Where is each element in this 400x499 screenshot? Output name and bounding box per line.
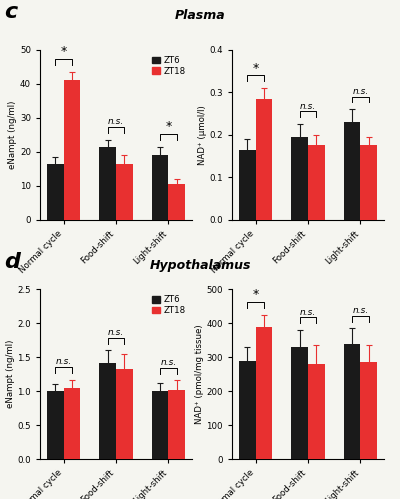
- Bar: [291, 137, 308, 220]
- Bar: [116, 164, 133, 220]
- Bar: [256, 99, 272, 220]
- Y-axis label: eNampt (ng/ml): eNampt (ng/ml): [8, 100, 17, 169]
- Bar: [239, 150, 256, 220]
- Text: n.s.: n.s.: [300, 307, 316, 316]
- Bar: [291, 347, 308, 459]
- Y-axis label: eNampt (ng/ml): eNampt (ng/ml): [6, 340, 14, 409]
- Bar: [344, 122, 360, 220]
- Bar: [152, 155, 168, 220]
- Text: *: *: [60, 45, 67, 58]
- Bar: [239, 361, 256, 459]
- Legend: ZT6, ZT18: ZT6, ZT18: [150, 294, 188, 317]
- Text: d: d: [4, 252, 20, 272]
- Bar: [99, 363, 116, 459]
- Text: Hypothalamus: Hypothalamus: [149, 259, 251, 272]
- Text: *: *: [252, 61, 259, 74]
- Bar: [152, 391, 168, 459]
- Text: n.s.: n.s.: [352, 306, 368, 315]
- Bar: [168, 390, 185, 459]
- Bar: [344, 344, 360, 459]
- Bar: [64, 80, 80, 220]
- Bar: [64, 388, 80, 459]
- Bar: [308, 364, 325, 459]
- Bar: [47, 164, 64, 220]
- Text: n.s.: n.s.: [108, 328, 124, 337]
- Text: n.s.: n.s.: [160, 358, 176, 367]
- Text: Plasma: Plasma: [175, 9, 225, 22]
- Bar: [360, 145, 377, 220]
- Text: n.s.: n.s.: [352, 87, 368, 96]
- Bar: [168, 184, 185, 220]
- Text: n.s.: n.s.: [108, 117, 124, 126]
- Bar: [47, 391, 64, 459]
- Bar: [116, 369, 133, 459]
- Text: c: c: [4, 2, 17, 22]
- Text: n.s.: n.s.: [56, 357, 72, 366]
- Bar: [256, 327, 272, 459]
- Legend: ZT6, ZT18: ZT6, ZT18: [150, 54, 188, 77]
- Bar: [360, 362, 377, 459]
- Bar: [99, 147, 116, 220]
- Text: n.s.: n.s.: [300, 102, 316, 111]
- Y-axis label: NAD⁺ (μmol/l): NAD⁺ (μmol/l): [198, 105, 206, 165]
- Text: *: *: [165, 120, 172, 133]
- Bar: [308, 145, 325, 220]
- Text: *: *: [252, 288, 259, 301]
- Y-axis label: NAD⁺ (pmol/mg tissue): NAD⁺ (pmol/mg tissue): [195, 324, 204, 424]
